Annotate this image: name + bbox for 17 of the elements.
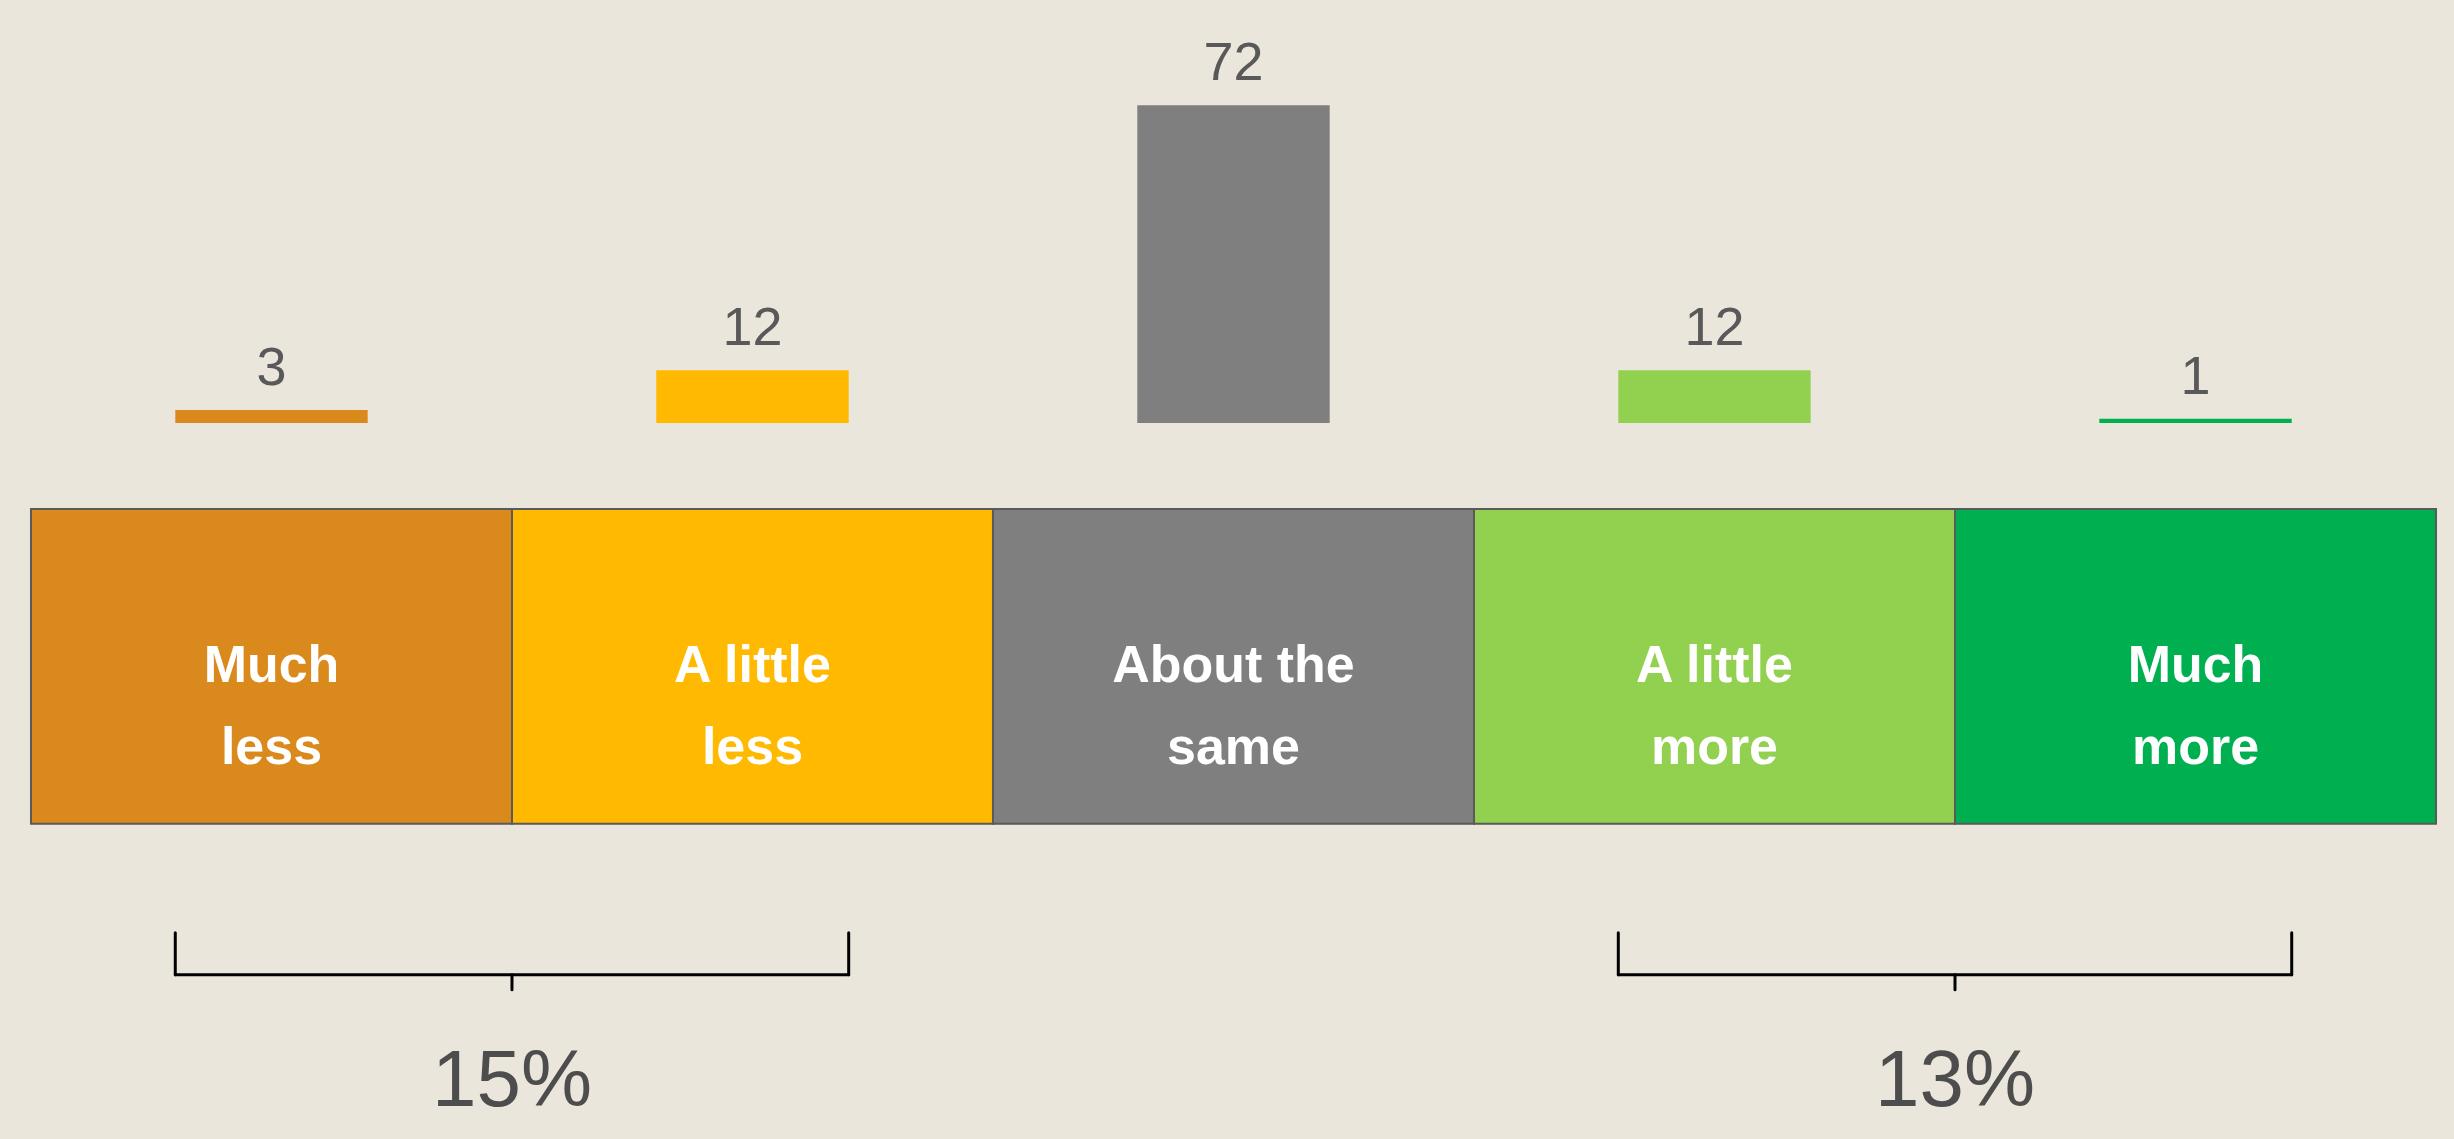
data-label: 3 xyxy=(256,335,287,396)
bar xyxy=(175,409,368,424)
x-tick-label: A little less xyxy=(674,634,831,775)
data-label: 12 xyxy=(722,296,783,357)
x-tick-label: Much more xyxy=(2127,634,2264,775)
x-tick-label: About the same xyxy=(1112,634,1355,775)
text: 15% xyxy=(432,1033,592,1123)
bar xyxy=(2099,418,2292,424)
data-label: 12 xyxy=(1684,296,1745,357)
text: 13% xyxy=(1875,1033,2035,1123)
data-label: 72 xyxy=(1203,31,1264,92)
x-tick-label: Much less xyxy=(203,634,340,775)
x-tick-label: A little more xyxy=(1636,634,1793,775)
bar xyxy=(656,370,849,424)
data-label: 1 xyxy=(2180,344,2211,405)
bar xyxy=(1618,370,1811,424)
bar xyxy=(1137,105,1330,424)
